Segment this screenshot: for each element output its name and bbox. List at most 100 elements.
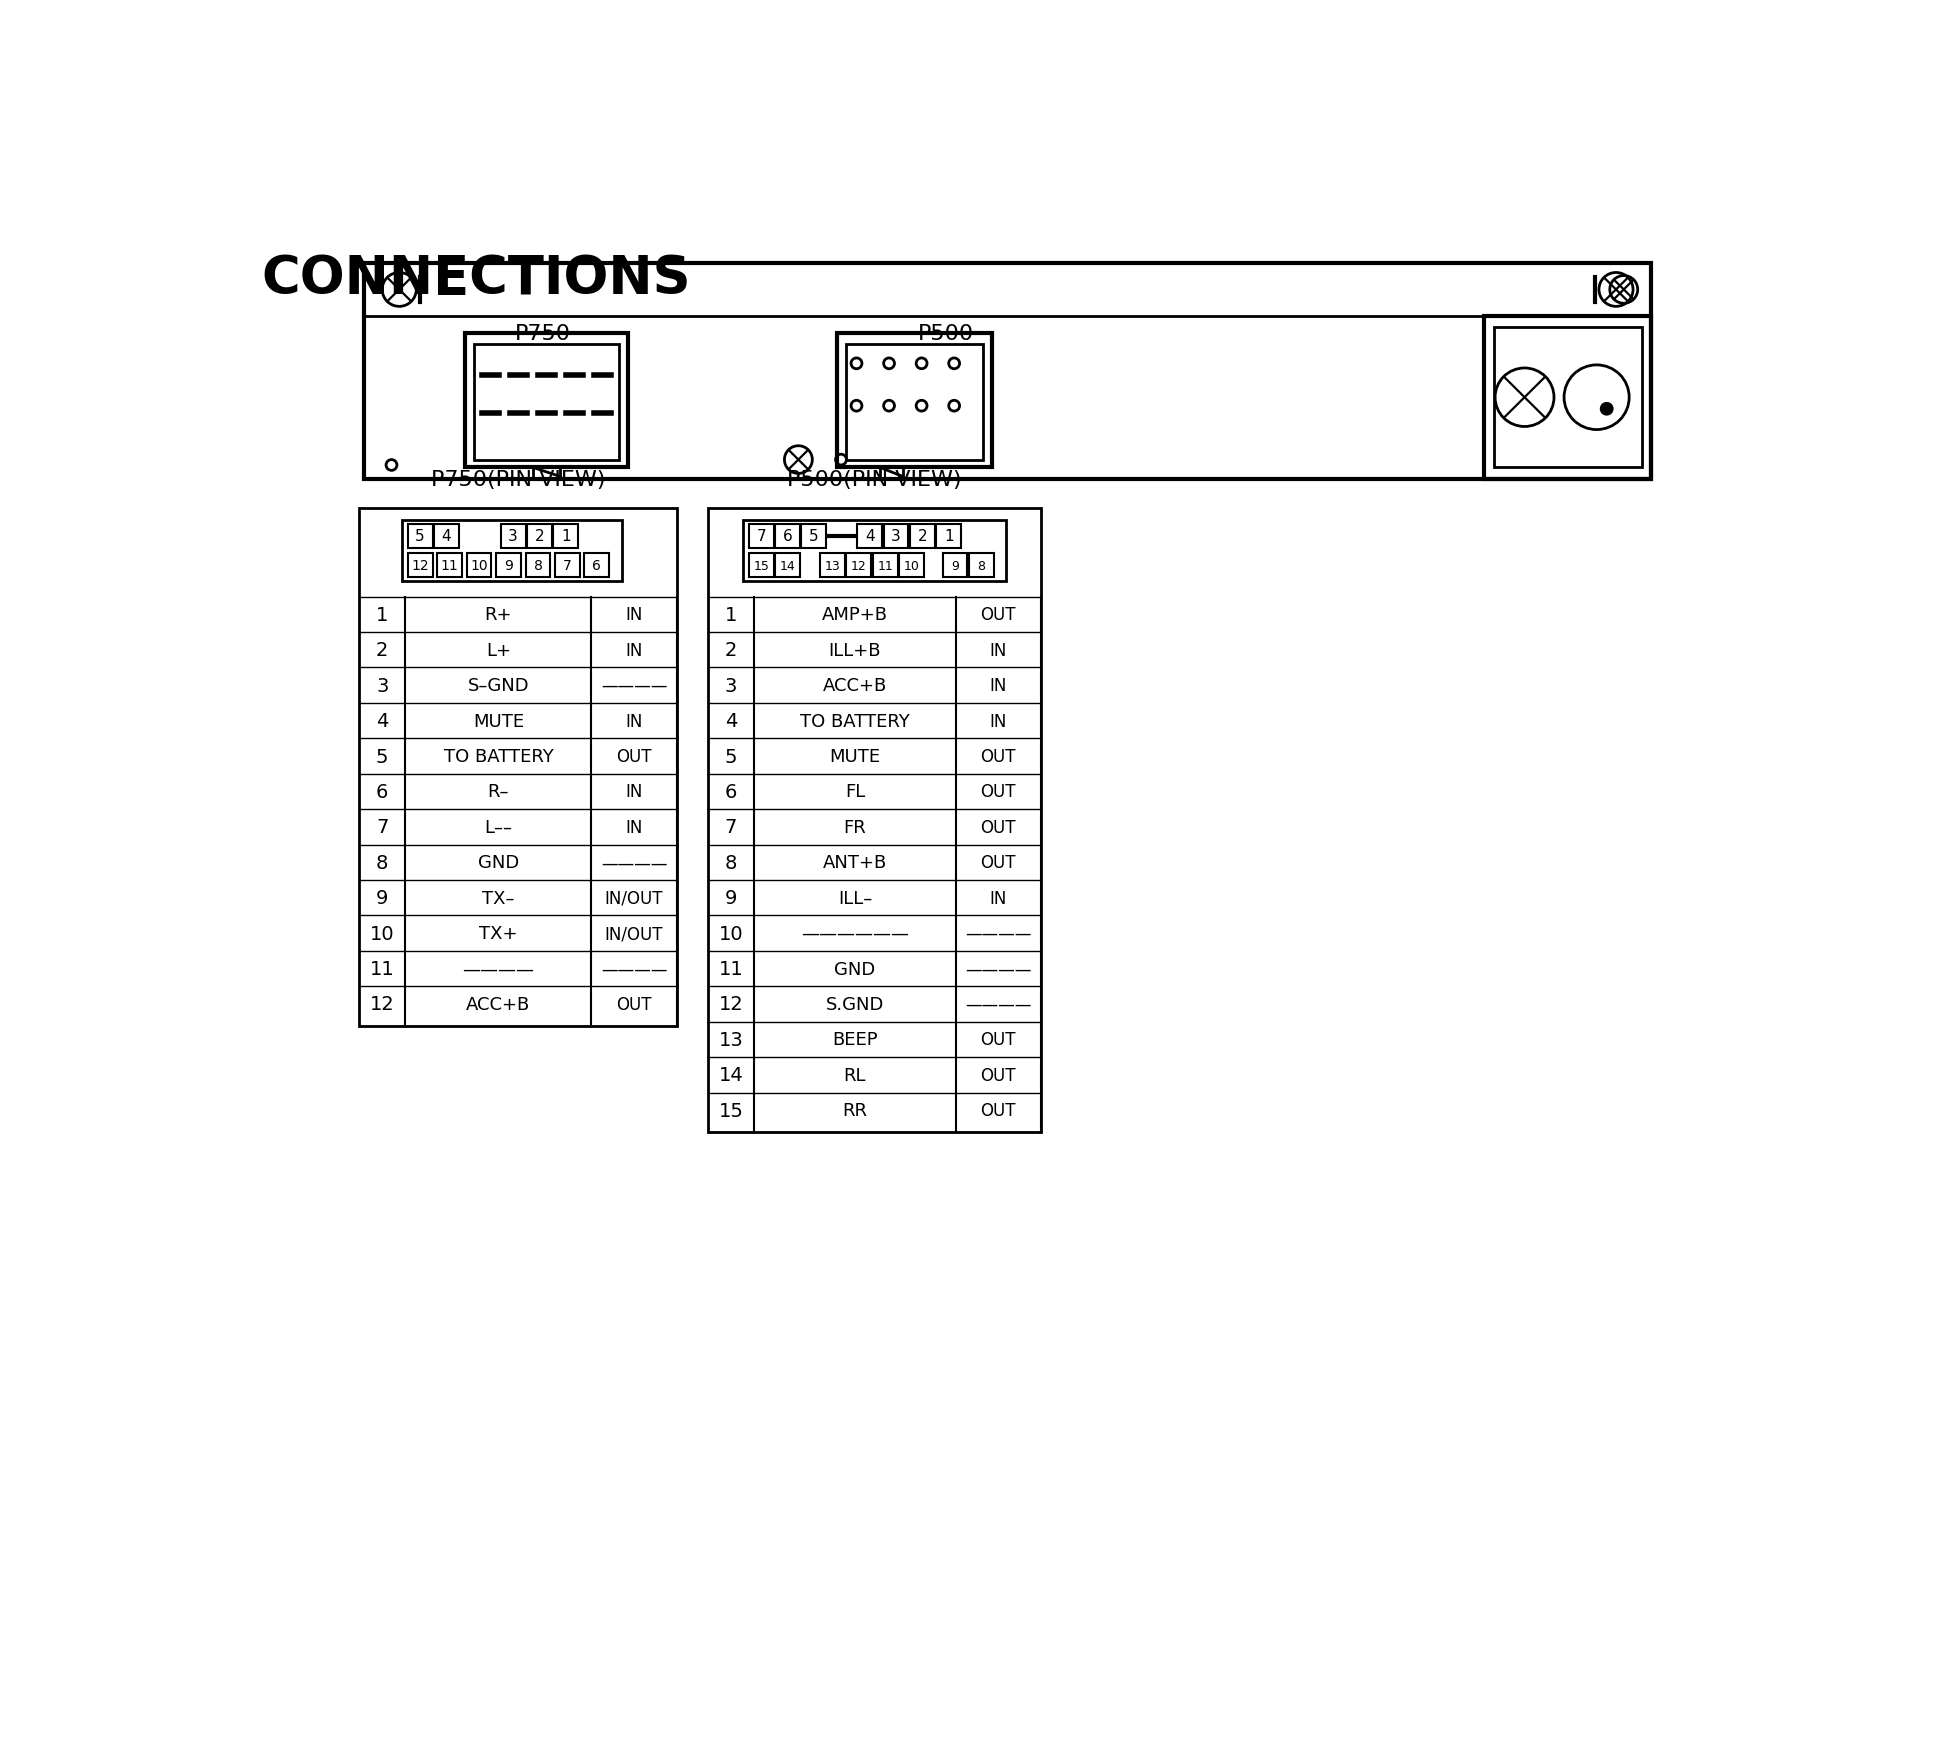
Text: IN: IN <box>625 783 643 802</box>
Text: P750: P750 <box>514 323 571 344</box>
Text: 8: 8 <box>977 560 985 572</box>
Text: P500: P500 <box>918 323 973 344</box>
Bar <box>969 553 995 577</box>
Text: ————: ———— <box>600 854 668 871</box>
Text: 11: 11 <box>369 960 395 979</box>
Text: 3: 3 <box>375 676 389 696</box>
Bar <box>465 334 627 468</box>
Bar <box>500 523 526 550</box>
Bar <box>821 553 844 577</box>
Text: 10: 10 <box>719 923 743 943</box>
Text: 5: 5 <box>416 529 424 544</box>
Text: ————: ———— <box>965 960 1032 977</box>
Text: 11: 11 <box>442 558 459 572</box>
Bar <box>858 523 881 550</box>
Text: IN: IN <box>989 642 1006 659</box>
Text: ANT+B: ANT+B <box>823 854 887 871</box>
Text: IN: IN <box>625 605 643 624</box>
Bar <box>776 523 799 550</box>
Text: 5: 5 <box>725 748 737 767</box>
Text: R–: R– <box>488 783 510 802</box>
Text: IN: IN <box>625 819 643 836</box>
Text: 1: 1 <box>375 605 389 624</box>
Text: OUT: OUT <box>981 605 1016 624</box>
Bar <box>363 264 1651 480</box>
Text: RL: RL <box>844 1066 866 1083</box>
Text: ACC+B: ACC+B <box>823 676 887 696</box>
Text: 12: 12 <box>369 995 395 1014</box>
Bar <box>408 523 432 550</box>
Bar <box>1485 316 1651 480</box>
Text: 1: 1 <box>561 529 571 544</box>
Text: 7: 7 <box>375 817 389 836</box>
Text: 9: 9 <box>375 889 389 908</box>
Text: OUT: OUT <box>981 1066 1016 1083</box>
Text: 6: 6 <box>784 529 793 544</box>
Text: AMP+B: AMP+B <box>823 605 887 624</box>
Text: GND: GND <box>834 960 875 977</box>
Text: 1: 1 <box>725 605 737 624</box>
Text: FL: FL <box>844 783 866 802</box>
Text: 6: 6 <box>375 783 389 802</box>
Text: 8: 8 <box>725 854 737 873</box>
Text: TX+: TX+ <box>479 925 518 943</box>
Text: R+: R+ <box>485 605 512 624</box>
Text: 4: 4 <box>375 711 389 730</box>
Bar <box>776 553 799 577</box>
Text: 2: 2 <box>725 642 737 659</box>
Text: OUT: OUT <box>981 748 1016 765</box>
Bar <box>846 553 871 577</box>
Text: OUT: OUT <box>981 783 1016 802</box>
Text: 8: 8 <box>375 854 389 873</box>
Bar <box>743 520 1006 583</box>
Text: 10: 10 <box>471 558 488 572</box>
Bar <box>434 523 459 550</box>
Bar <box>438 553 461 577</box>
Text: IN/OUT: IN/OUT <box>606 889 662 908</box>
Text: ————: ———— <box>965 925 1032 943</box>
Text: 1: 1 <box>944 529 954 544</box>
Text: 12: 12 <box>719 995 743 1014</box>
Bar <box>553 523 578 550</box>
Text: IN: IN <box>989 889 1006 908</box>
Text: L––: L–– <box>485 819 512 836</box>
Text: CONNECTIONS: CONNECTIONS <box>262 254 692 306</box>
Bar <box>899 553 924 577</box>
Text: 7: 7 <box>725 817 737 836</box>
Text: IN/OUT: IN/OUT <box>606 925 662 943</box>
Text: P750(PIN VIEW): P750(PIN VIEW) <box>430 470 606 490</box>
Bar <box>707 510 1041 1132</box>
Bar <box>942 553 967 577</box>
Text: MUTE: MUTE <box>828 748 881 765</box>
Text: 6: 6 <box>725 783 737 802</box>
Text: 3: 3 <box>725 676 737 696</box>
Bar <box>467 553 492 577</box>
Text: ————: ———— <box>600 676 668 696</box>
Text: 7: 7 <box>756 529 766 544</box>
Bar <box>911 523 934 550</box>
Text: 10: 10 <box>903 560 920 572</box>
Text: L+: L+ <box>487 642 510 659</box>
Text: IN: IN <box>989 676 1006 696</box>
Text: TO BATTERY: TO BATTERY <box>444 748 553 765</box>
Text: P500(PIN VIEW): P500(PIN VIEW) <box>787 470 961 490</box>
Bar <box>555 553 580 577</box>
Text: 15: 15 <box>752 560 770 572</box>
Text: 14: 14 <box>780 560 795 572</box>
Text: IN: IN <box>625 713 643 730</box>
Text: OUT: OUT <box>616 995 653 1014</box>
Text: S.GND: S.GND <box>827 995 883 1014</box>
Text: 9: 9 <box>952 560 959 572</box>
Bar <box>836 334 993 468</box>
Text: ILL+B: ILL+B <box>828 642 881 659</box>
Text: MUTE: MUTE <box>473 713 524 730</box>
Bar <box>1493 329 1641 468</box>
Bar <box>584 553 610 577</box>
Text: OUT: OUT <box>616 748 653 765</box>
Bar <box>846 344 983 461</box>
Bar <box>360 510 676 1026</box>
Bar <box>883 523 909 550</box>
Text: S–GND: S–GND <box>467 676 530 696</box>
Bar <box>748 553 774 577</box>
Text: 13: 13 <box>825 560 840 572</box>
